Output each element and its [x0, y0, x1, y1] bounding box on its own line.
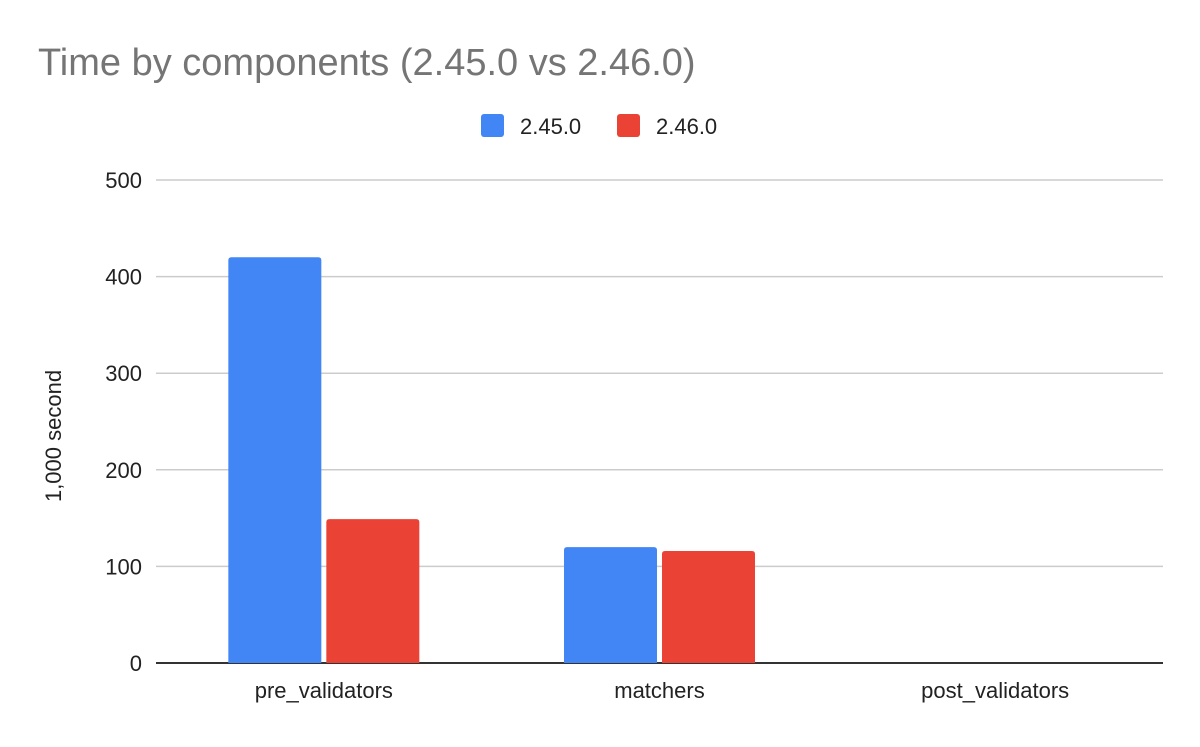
y-tick-label: 300	[105, 361, 142, 386]
gridlines	[156, 179, 1163, 664]
y-tick-label: 200	[105, 458, 142, 483]
bar-2-46-0-matchers	[662, 550, 755, 663]
legend-label: 2.46.0	[656, 114, 717, 139]
x-category-label: pre_validators	[255, 678, 393, 703]
x-category-label: post_validators	[921, 678, 1069, 703]
legend-label: 2.45.0	[520, 114, 581, 139]
bar-2-46-0-pre_validators	[326, 519, 420, 663]
y-tick-label: 100	[105, 554, 142, 579]
x-category-label: matchers	[614, 678, 704, 703]
bar-2-45-0-matchers	[564, 547, 657, 663]
y-axis-ticks: 0 100 200 300 400 500	[105, 168, 142, 676]
y-tick-label: 400	[105, 265, 142, 290]
legend-swatch	[481, 114, 504, 137]
y-tick-label: 0	[130, 651, 142, 676]
bar-2-45-0-pre_validators	[228, 257, 322, 663]
x-axis-categories: pre_validators matchers post_validators	[255, 678, 1069, 703]
legend-swatch	[617, 114, 640, 137]
legend: 2.45.0 2.46.0	[481, 114, 717, 139]
y-axis-label: 1,000 second	[41, 370, 66, 502]
chart-title: Time by components (2.45.0 vs 2.46.0)	[38, 42, 696, 84]
y-tick-label: 500	[105, 168, 142, 193]
bars	[228, 257, 755, 663]
